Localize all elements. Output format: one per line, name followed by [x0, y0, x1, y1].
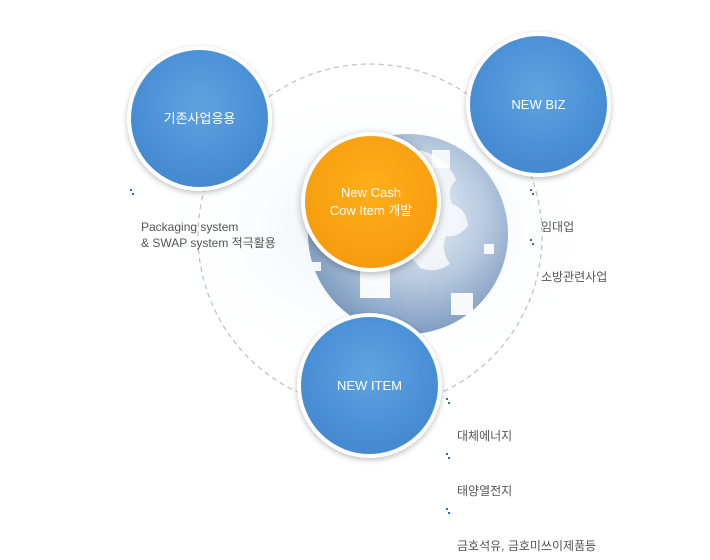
list-item: Packaging system & SWAP system 적극활용	[130, 187, 276, 251]
bullet-icon	[446, 398, 451, 406]
new-biz-circle: NEW BIZ	[466, 32, 611, 177]
bullet-text: 금호석유, 금호미쓰이제품등	[457, 539, 597, 553]
cash-cow-label: New Cash Cow Item 개발	[329, 185, 413, 218]
existing-business-circle: 기존사업응용	[127, 46, 272, 191]
decor-square	[451, 293, 473, 315]
bullet-icon	[530, 189, 535, 197]
list-item: 소방관련사업	[530, 237, 607, 285]
bullet-icon	[530, 239, 535, 247]
new-item-label: NEW ITEM	[337, 377, 402, 393]
new-biz-bullets: 임대업 소방관련사업	[530, 187, 607, 291]
list-item: 대체에너지	[446, 396, 596, 444]
bullet-icon	[446, 453, 451, 461]
decor-square	[360, 268, 390, 298]
cash-cow-circle: New Cash Cow Item 개발	[301, 132, 441, 272]
bullet-text: 임대업	[541, 220, 575, 234]
bullet-text: 대체에너지	[457, 429, 513, 443]
list-item: 태양열전지	[446, 451, 596, 499]
decor-square	[312, 262, 321, 271]
diagram: 기존사업응용 NEW BIZ New Cash Cow Item 개발 NEW …	[127, 32, 611, 553]
decor-square	[484, 244, 494, 254]
list-item: 임대업	[530, 187, 607, 235]
bullet-text: 소방관련사업	[541, 270, 608, 284]
existing-business-label: 기존사업응용	[163, 110, 236, 126]
bullet-icon	[130, 189, 135, 197]
existing-business-bullets: Packaging system & SWAP system 적극활용	[130, 187, 276, 251]
new-item-bullets: 대체에너지 태양열전지 금호석유, 금호미쓰이제품등	[446, 396, 596, 560]
bullet-text: 태양열전지	[457, 484, 513, 498]
new-item-circle: NEW ITEM	[297, 313, 442, 458]
decor-square	[432, 150, 450, 168]
bullet-text: Packaging system & SWAP system 적극활용	[141, 220, 276, 250]
bullet-icon	[446, 508, 451, 516]
new-biz-label: NEW BIZ	[511, 96, 566, 112]
list-item: 금호석유, 금호미쓰이제품등	[446, 506, 596, 554]
